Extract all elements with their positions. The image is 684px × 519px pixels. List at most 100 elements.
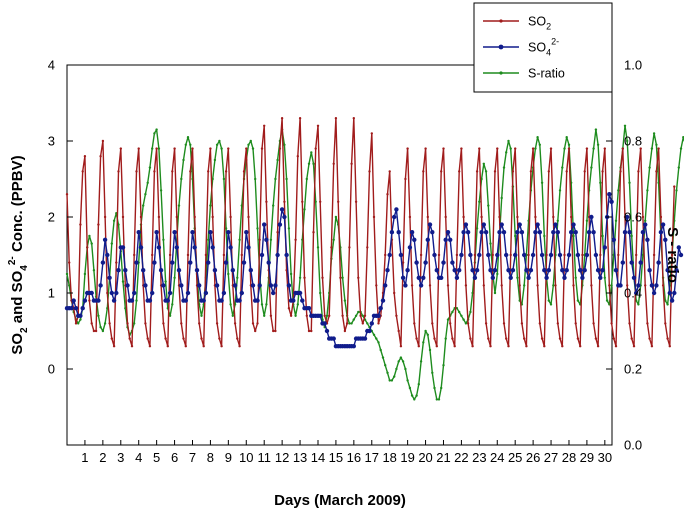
series-sratio-point bbox=[249, 139, 252, 143]
series-so2-point bbox=[207, 170, 210, 173]
y-left-tick-label: 0 bbox=[48, 362, 55, 377]
series-so4-point bbox=[389, 230, 395, 235]
series-so2-point bbox=[491, 253, 494, 257]
series-so2-point bbox=[164, 337, 167, 340]
series-so2-point bbox=[193, 215, 196, 219]
y-left-title-sup: 2- bbox=[7, 256, 18, 265]
series-so2-point bbox=[565, 170, 568, 173]
series-sratio-point bbox=[637, 303, 640, 306]
series-so2-point bbox=[529, 170, 533, 173]
series-so2-point bbox=[74, 322, 78, 325]
series-so4-point bbox=[571, 222, 576, 227]
series-so2-point bbox=[180, 322, 183, 325]
series-so2-point bbox=[493, 170, 497, 173]
x-tick-label: 2 bbox=[99, 450, 106, 465]
series-so4-point bbox=[78, 313, 83, 318]
series-so4-point bbox=[300, 298, 305, 303]
series-sratio-point bbox=[505, 151, 508, 154]
series-so4-point bbox=[271, 290, 276, 296]
series-sratio-point bbox=[162, 238, 165, 241]
series-sratio-point bbox=[563, 147, 566, 150]
series-sratio-point bbox=[502, 166, 506, 169]
series-sratio-point bbox=[478, 200, 481, 203]
series-so4-point bbox=[214, 283, 220, 288]
series-so2-point bbox=[554, 284, 557, 287]
series-sratio-point bbox=[572, 234, 575, 238]
series-so2-point bbox=[632, 345, 636, 348]
series-sratio-point bbox=[366, 322, 369, 325]
series-so4-point bbox=[282, 214, 287, 220]
series-so4-point bbox=[150, 290, 155, 296]
series-so2-point bbox=[209, 147, 212, 150]
series-so2-point bbox=[576, 337, 580, 340]
series-so2-point bbox=[348, 246, 351, 249]
series-so2-point bbox=[153, 170, 156, 173]
series-so4-point bbox=[613, 268, 619, 273]
series-so2-point bbox=[426, 215, 429, 219]
series-so4-point bbox=[669, 298, 675, 303]
series-so4-point bbox=[82, 298, 88, 303]
series-so4-point bbox=[241, 260, 247, 265]
series-sratio-point bbox=[222, 177, 226, 181]
series-so2-point bbox=[543, 345, 546, 348]
series-so4-point bbox=[141, 268, 146, 273]
series-so2-point bbox=[65, 193, 69, 196]
series-so2-point bbox=[155, 147, 158, 150]
y-right-tick-label: 0.2 bbox=[624, 362, 642, 377]
series-sratio-point bbox=[594, 128, 598, 131]
series-sratio-point bbox=[590, 166, 593, 169]
series-so4-point bbox=[609, 199, 614, 204]
series-so4-point bbox=[620, 260, 625, 265]
series-so2-point bbox=[635, 253, 638, 257]
series-sratio-point bbox=[296, 303, 299, 306]
series-so4-point bbox=[226, 230, 231, 235]
series-so2-point bbox=[596, 345, 600, 348]
series-so4-point bbox=[622, 230, 628, 235]
series-so2-point bbox=[166, 345, 169, 348]
series-sratio-point bbox=[433, 386, 436, 390]
series-so2-point bbox=[92, 329, 96, 333]
series-sratio-point bbox=[65, 272, 69, 276]
series-so2-point bbox=[343, 329, 347, 333]
series-so4-point bbox=[383, 283, 388, 288]
series-so2-point bbox=[594, 337, 598, 340]
series-so2-point bbox=[144, 322, 147, 325]
series-so2-point bbox=[585, 147, 589, 150]
series-so4-point bbox=[555, 230, 560, 235]
y-left-title-pre: SO bbox=[9, 333, 26, 355]
series-sratio-point bbox=[543, 234, 546, 238]
series-so4-point bbox=[170, 260, 175, 265]
series-sratio-point bbox=[372, 333, 376, 336]
series-sratio-point bbox=[440, 386, 443, 390]
series-so4-point bbox=[452, 268, 457, 273]
series-so2-point bbox=[175, 215, 178, 219]
series-sratio-point bbox=[426, 333, 429, 336]
series-so2-point bbox=[135, 170, 138, 173]
series-sratio-point bbox=[265, 303, 268, 306]
series-sratio-point bbox=[431, 371, 434, 374]
series-so4-point bbox=[73, 306, 79, 311]
series-so2-point bbox=[507, 345, 510, 348]
series-sratio-point bbox=[168, 314, 172, 317]
series-so4-point bbox=[286, 283, 292, 288]
series-so4-point bbox=[627, 230, 632, 235]
series-so2-point bbox=[666, 337, 669, 340]
series-sratio-point bbox=[417, 383, 420, 386]
series-sratio-point bbox=[444, 337, 447, 340]
series-sratio-point bbox=[316, 246, 320, 249]
series-so4-point bbox=[266, 260, 271, 265]
series-so2-point bbox=[404, 177, 407, 181]
series-so2-point bbox=[345, 322, 349, 325]
series-so4-point bbox=[156, 245, 162, 250]
series-so4-point bbox=[147, 298, 153, 303]
series-so4-point bbox=[111, 298, 117, 303]
series-so2-point bbox=[350, 162, 353, 165]
series-sratio-point bbox=[251, 147, 255, 150]
series-sratio-point bbox=[442, 364, 445, 367]
series-sratio-point bbox=[133, 322, 136, 325]
series-sratio-point bbox=[558, 189, 562, 192]
series-so2-point bbox=[357, 276, 360, 279]
series-sratio-point bbox=[406, 379, 409, 382]
series-so4-point bbox=[414, 260, 419, 265]
series-so2-point bbox=[222, 253, 226, 257]
